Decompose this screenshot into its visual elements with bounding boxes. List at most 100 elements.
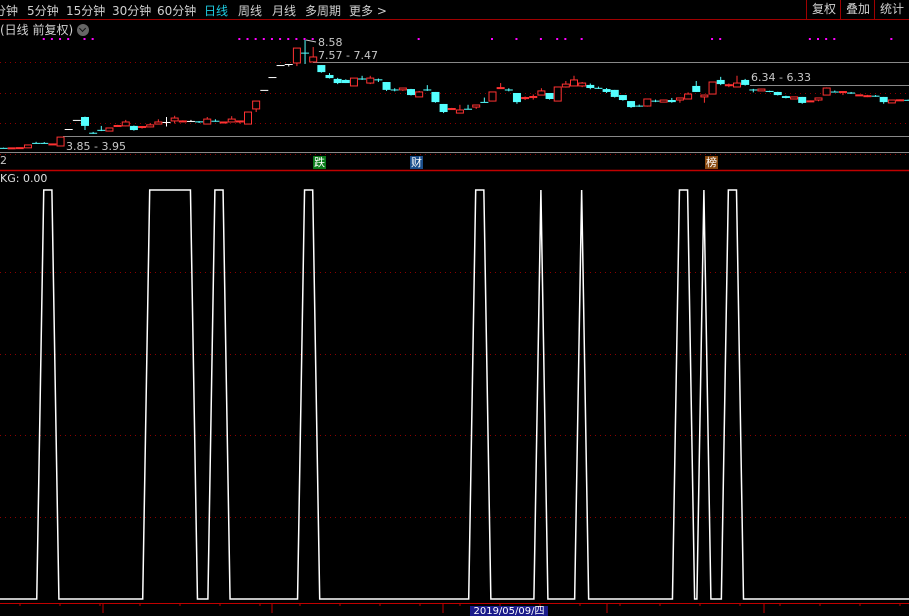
candle-body-up: [105, 127, 114, 132]
candle-body-up: [366, 77, 375, 84]
candle-body-up: [553, 86, 562, 102]
candle-body-down: [504, 89, 513, 91]
candle-body-up: [203, 118, 212, 125]
signal-dot: [262, 38, 265, 40]
time-axis-ticks: [19, 603, 901, 613]
signal-dot: [91, 38, 94, 40]
candle-body-down: [72, 119, 81, 121]
signal-dot: [287, 38, 290, 40]
signal-dot: [719, 38, 722, 40]
candle-body-up: [855, 94, 864, 97]
candle-body-up: [863, 95, 872, 98]
candle-body-down: [129, 125, 138, 131]
kg-line: [0, 189, 909, 600]
signal-dot: [515, 38, 518, 40]
candle-body-down: [602, 89, 611, 92]
candle-body-up: [113, 124, 122, 128]
price-axis-label: 2: [0, 154, 7, 167]
signal-dot: [59, 38, 62, 40]
candle-body-up: [570, 79, 578, 87]
event-badge-drop[interactable]: 跌: [313, 156, 326, 169]
candle-body-up: [7, 147, 16, 150]
chart-title: (日线 前复权): [0, 23, 74, 37]
period-toolbar: 分钟 5分钟 15分钟 30分钟 60分钟 日线 周线 月线 多周期 更多 > …: [0, 0, 909, 20]
signal-dot: [556, 38, 559, 40]
candle-body-up: [23, 144, 32, 149]
tab-monthly[interactable]: 月线: [272, 4, 297, 18]
high-price-label: 8.58: [318, 36, 343, 49]
tab-more[interactable]: 更多 >: [349, 4, 387, 18]
signal-dot: [833, 38, 836, 40]
candle-body-up: [15, 147, 24, 150]
candle-body-up: [472, 104, 481, 108]
event-badge-list[interactable]: 榜: [705, 156, 718, 169]
candle-body-down: [40, 142, 49, 144]
candle-body-up: [146, 124, 155, 128]
candle-body-up: [349, 77, 358, 87]
candle-body-down: [635, 105, 644, 107]
signal-dot: [254, 38, 257, 40]
candle-body-down: [651, 100, 660, 102]
candle-body-up: [488, 91, 497, 102]
candle-body-up: [684, 93, 693, 100]
candle-body-down: [341, 79, 350, 84]
fuquan-button[interactable]: 复权: [806, 0, 841, 19]
candle-body-down: [904, 99, 909, 101]
signal-dot: [42, 38, 45, 40]
signal-dot: [808, 38, 811, 40]
candle-body-down: [97, 129, 106, 131]
candle-body-down: [317, 65, 326, 73]
signal-dot: [83, 38, 86, 40]
candle-body-down: [325, 74, 334, 79]
signal-dot: [491, 38, 493, 40]
event-badge-finance[interactable]: 财: [410, 156, 423, 169]
candle-body-down: [781, 96, 790, 98]
tab-5min[interactable]: 5分钟: [27, 4, 59, 18]
tab-30min[interactable]: 30分钟: [112, 4, 152, 18]
candle-body-down: [749, 89, 758, 91]
candle-body-down: [431, 91, 440, 103]
candle-body-down: [627, 101, 636, 108]
candle-body-down: [464, 108, 473, 110]
candle-body-down: [692, 85, 701, 92]
candle-body-up: [537, 90, 546, 96]
candle-body-up: [822, 87, 831, 96]
range-low-label: 3.85 - 3.95: [66, 140, 126, 153]
tab-daily[interactable]: 日线: [204, 4, 229, 18]
candle-body-down: [830, 91, 839, 93]
candle-body-up: [244, 111, 252, 125]
candle-body-down: [847, 92, 856, 94]
candle-body-up: [178, 120, 187, 123]
signal-dot: [238, 38, 241, 40]
signal-dots: [42, 38, 893, 40]
candle-body-down: [390, 89, 399, 91]
candle-body-down: [480, 101, 489, 103]
candle-body-down: [301, 52, 310, 54]
candle-body-up: [724, 84, 733, 87]
candle-body-down: [89, 132, 98, 134]
candle-body-down: [32, 142, 41, 144]
tab-1min[interactable]: 分钟: [0, 4, 19, 18]
level-lines: [0, 62, 909, 604]
tab-60min[interactable]: 60分钟: [157, 4, 197, 18]
candle-body-up: [56, 136, 65, 147]
candle-body-down: [439, 103, 448, 113]
signal-dot: [564, 38, 567, 40]
candle-body-down: [374, 79, 383, 81]
chevron-down-circle-icon[interactable]: [77, 23, 90, 36]
statistics-button[interactable]: 统计: [874, 0, 909, 19]
candle-body-down: [211, 120, 220, 122]
candle-body-up: [578, 82, 587, 87]
overlay-button[interactable]: 叠加: [840, 0, 875, 19]
candle-body-up: [227, 118, 236, 123]
candle-body-up: [700, 94, 709, 98]
tab-multi-period[interactable]: 多周期: [305, 4, 342, 18]
signal-dot: [711, 38, 714, 40]
candle-body-up: [529, 96, 538, 99]
tab-15min[interactable]: 15分钟: [66, 4, 106, 18]
tab-weekly[interactable]: 周线: [238, 4, 263, 18]
candle-body-down: [879, 96, 888, 103]
signal-dot: [825, 38, 828, 40]
candle-body-up: [235, 120, 244, 123]
candle-body-down: [586, 84, 595, 89]
